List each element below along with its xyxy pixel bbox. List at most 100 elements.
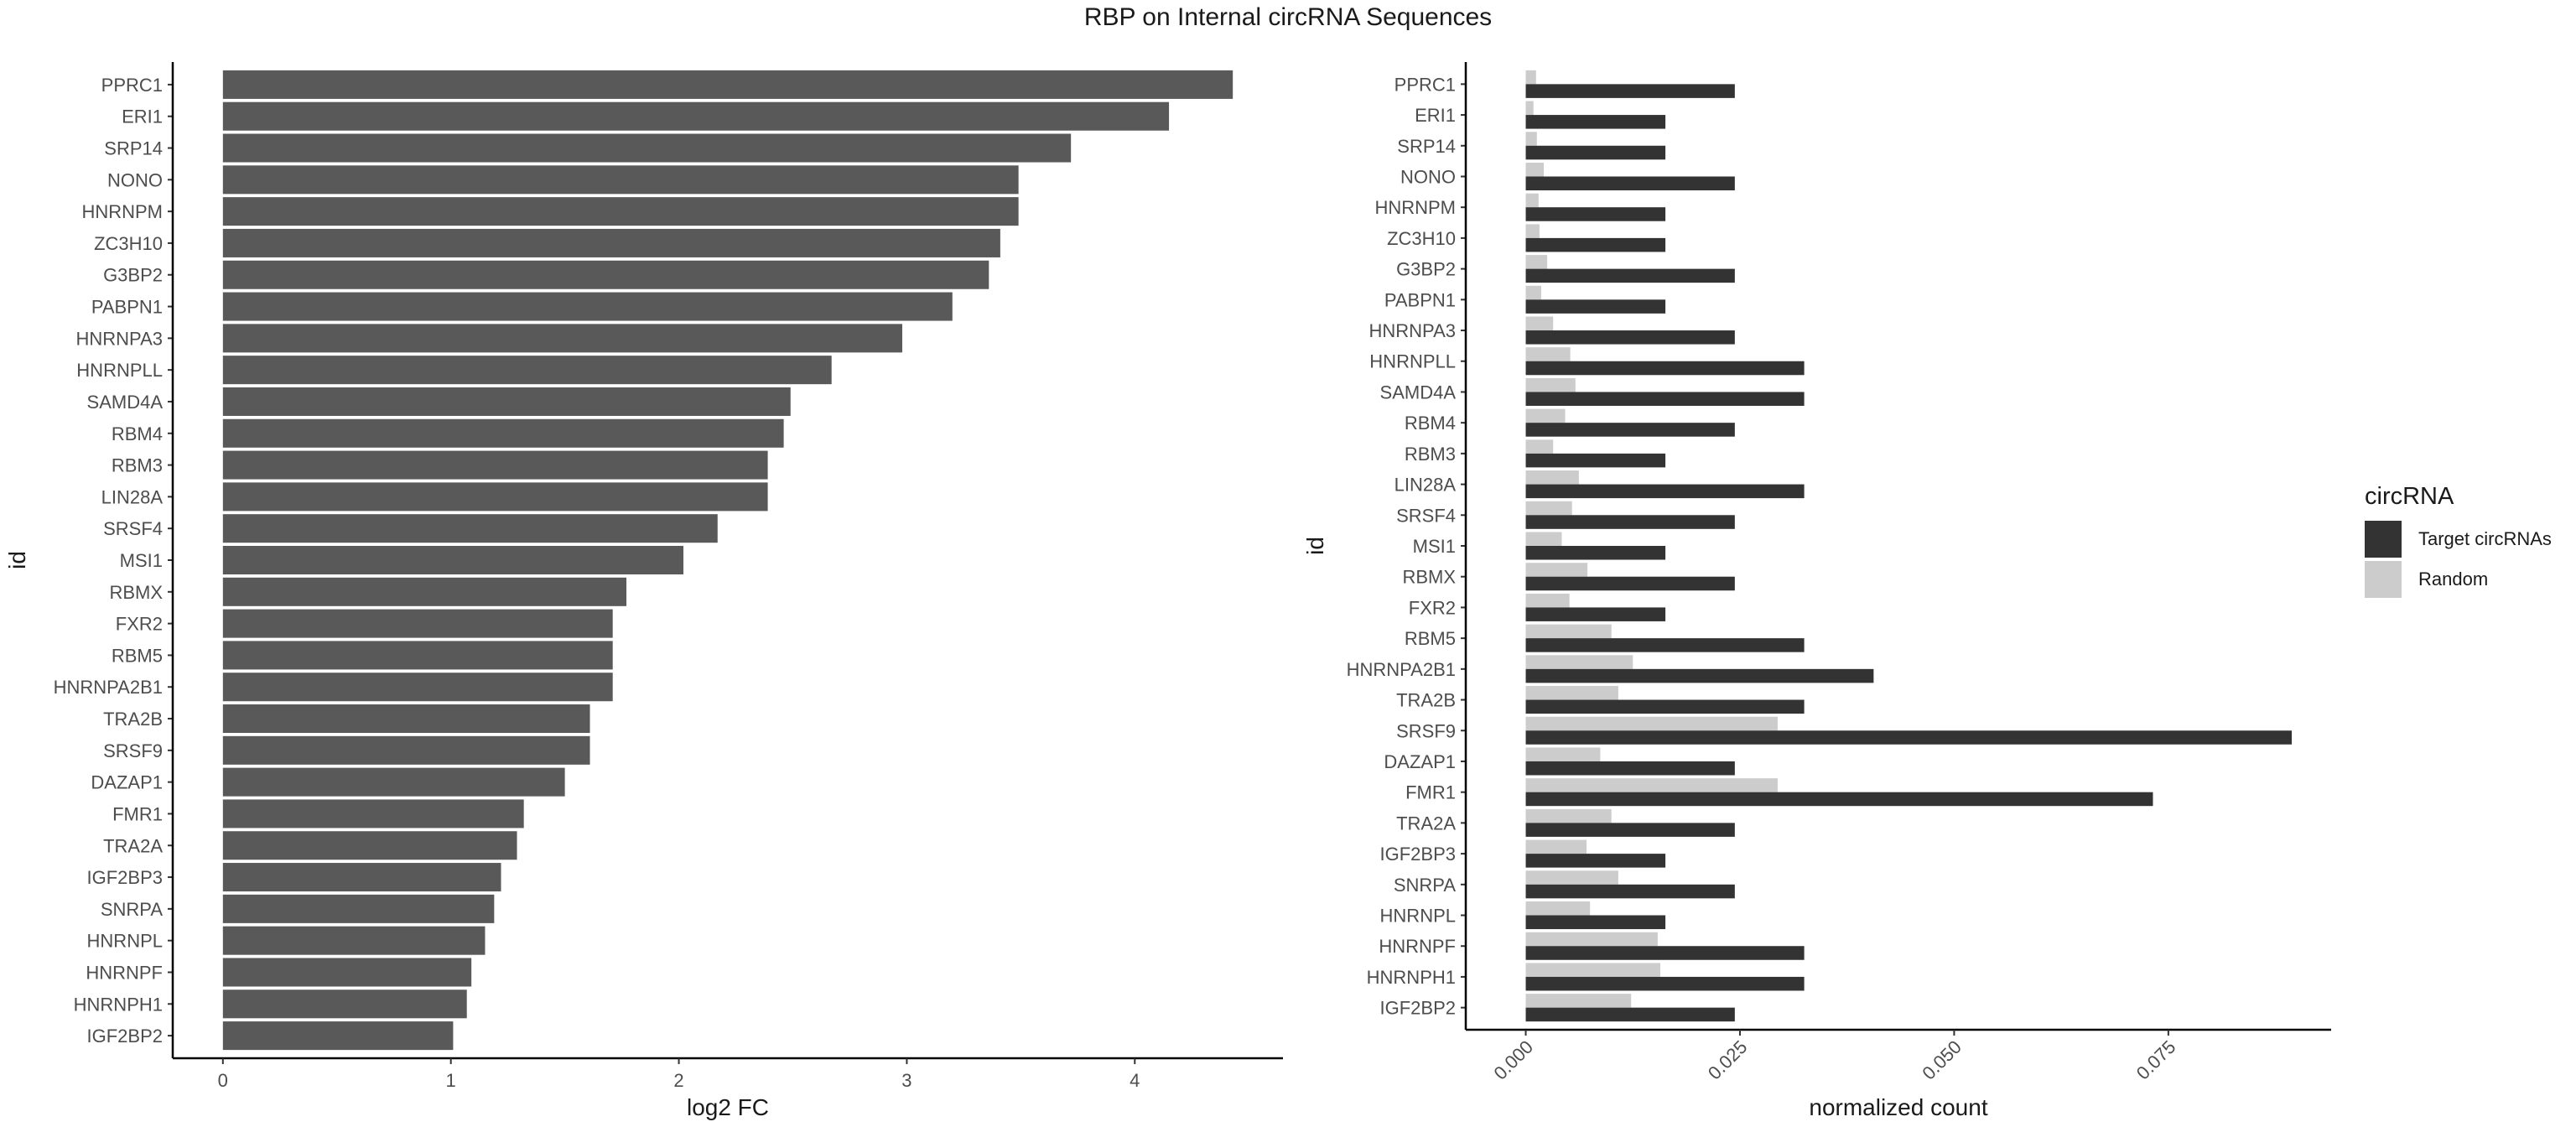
bar-random-rbm4 <box>1525 408 1566 423</box>
y-tick-label-samd4a: SAMD4A <box>1380 382 1457 402</box>
y-tick-label-hnrnpl: HNRNPL <box>87 931 163 952</box>
bar-random-msi1 <box>1525 532 1562 546</box>
legend-swatch-target <box>2365 521 2402 558</box>
x-tick-label-0-075: 0.075 <box>2132 1036 2180 1084</box>
y-tick-label-srsf9: SRSF9 <box>1396 720 1456 741</box>
y-tick-label-hnrnpf: HNRNPF <box>86 962 163 983</box>
bar-hnrnpl <box>222 926 486 955</box>
bar-hnrnph1 <box>222 989 467 1019</box>
bar-dazap1 <box>222 767 565 797</box>
y-tick-label-hnrnpa3: HNRNPA3 <box>1368 320 1456 341</box>
y-tick-label-rbmx: RBMX <box>109 582 163 603</box>
bar-target-circrnas-msi1 <box>1525 546 1666 560</box>
y-tick-label-rbm4: RBM4 <box>112 423 163 444</box>
legend-item-random: Random <box>2365 559 2552 600</box>
bar-random-rbm3 <box>1525 439 1554 454</box>
y-tick-label-tra2b: TRA2B <box>1396 690 1456 711</box>
y-tick-label-srsf4: SRSF4 <box>1396 505 1456 526</box>
bar-target-circrnas-hnrnpll <box>1525 361 1805 376</box>
y-tick-label-tra2a: TRA2A <box>103 835 163 856</box>
legend-item-target: Target circRNAs <box>2365 519 2552 559</box>
y-tick-label-hnrnpm: HNRNPM <box>81 201 163 222</box>
x-tick-label-0: 0 <box>218 1070 228 1091</box>
bar-samd4a <box>222 387 791 416</box>
y-tick-label-pabpn1: PABPN1 <box>1384 289 1456 310</box>
bar-random-hnrnpf <box>1525 932 1658 947</box>
bar-hnrnpll <box>222 356 832 385</box>
bar-target-circrnas-eri1 <box>1525 115 1666 129</box>
bar-hnrnpm <box>222 197 1019 226</box>
bar-target-circrnas-hnrnpa3 <box>1525 330 1735 345</box>
y-tick-label-eri1: ERI1 <box>1415 105 1456 126</box>
y-tick-label-snrpa: SNRPA <box>1394 875 1456 896</box>
bar-random-zc3h10 <box>1525 224 1540 238</box>
y-tick-label-srp14: SRP14 <box>1397 136 1456 157</box>
bar-target-circrnas-g3bp2 <box>1525 268 1735 283</box>
bar-random-srp14 <box>1525 132 1537 146</box>
y-tick-label-nono: NONO <box>107 169 163 190</box>
y-axis-title: id <box>1302 537 1328 555</box>
bar-random-hnrnpl <box>1525 901 1591 916</box>
y-tick-label-hnrnpm: HNRNPM <box>1374 197 1456 218</box>
bar-tra2a <box>222 831 517 860</box>
bar-random-pabpn1 <box>1525 285 1541 300</box>
y-tick-label-g3bp2: G3BP2 <box>103 265 163 286</box>
y-tick-label-pprc1: PPRC1 <box>1394 74 1456 95</box>
bar-pabpn1 <box>222 292 953 321</box>
y-tick-label-hnrnpa3: HNRNPA3 <box>75 328 163 349</box>
chart-title: RBP on Internal circRNA Sequences <box>1083 3 1493 31</box>
bar-igf2bp2 <box>222 1021 454 1051</box>
bar-random-rbmx <box>1525 563 1588 577</box>
bar-lin28a <box>222 482 768 512</box>
y-tick-label-fmr1: FMR1 <box>1405 782 1456 803</box>
legend-label-random: Random <box>2418 569 2489 589</box>
bar-target-circrnas-pprc1 <box>1525 84 1735 98</box>
bar-srp14 <box>222 133 1072 163</box>
bar-target-circrnas-srp14 <box>1525 145 1666 160</box>
x-tick-label-0-050: 0.050 <box>1918 1036 1966 1084</box>
y-tick-label-igf2bp3: IGF2BP3 <box>87 867 163 888</box>
bar-random-hnrnpm <box>1525 193 1539 208</box>
bar-target-circrnas-srsf9 <box>1525 730 2292 745</box>
y-tick-label-lin28a: LIN28A <box>1394 475 1457 496</box>
y-tick-label-fmr1: FMR1 <box>112 803 163 824</box>
y-tick-label-zc3h10: ZC3H10 <box>1387 228 1456 249</box>
x-tick-label-1: 1 <box>446 1070 456 1091</box>
bar-random-nono <box>1525 162 1544 177</box>
bar-zc3h10 <box>222 228 1000 257</box>
x-tick-label-3: 3 <box>901 1070 911 1091</box>
bar-g3bp2 <box>222 260 989 289</box>
y-tick-label-rbmx: RBMX <box>1402 567 1456 588</box>
bar-random-fxr2 <box>1525 593 1570 608</box>
bar-igf2bp3 <box>222 863 501 892</box>
y-tick-label-rbm4: RBM4 <box>1405 413 1456 434</box>
y-tick-label-snrpa: SNRPA <box>101 899 163 920</box>
x-axis-title: log2 FC <box>687 1094 769 1120</box>
bar-random-snrpa <box>1525 870 1618 885</box>
y-tick-label-rbm5: RBM5 <box>112 645 163 666</box>
bar-target-circrnas-hnrnpm <box>1525 207 1666 221</box>
bar-random-srsf4 <box>1525 501 1572 516</box>
bar-random-igf2bp3 <box>1525 839 1587 854</box>
bar-random-hnrnpa2b1 <box>1525 655 1633 669</box>
legend-swatch-random <box>2365 561 2402 598</box>
bar-srsf4 <box>222 514 718 543</box>
y-tick-label-g3bp2: G3BP2 <box>1396 259 1456 280</box>
legend: circRNA Target circRNAs Random <box>2365 483 2552 600</box>
bar-target-circrnas-fmr1 <box>1525 792 2153 807</box>
y-tick-label-igf2bp3: IGF2BP3 <box>1380 844 1456 865</box>
bar-random-fmr1 <box>1525 778 1778 792</box>
y-tick-label-dazap1: DAZAP1 <box>1384 751 1456 772</box>
legend-title: circRNA <box>2365 483 2454 510</box>
y-tick-label-hnrnpa2b1: HNRNPA2B1 <box>1347 659 1456 680</box>
bar-random-igf2bp2 <box>1525 994 1632 1008</box>
y-tick-label-rbm3: RBM3 <box>112 455 163 476</box>
bar-hnrnpa2b1 <box>222 673 613 702</box>
y-tick-label-dazap1: DAZAP1 <box>91 772 163 793</box>
bar-target-circrnas-pabpn1 <box>1525 299 1666 314</box>
bar-target-circrnas-hnrnpl <box>1525 915 1666 930</box>
bar-msi1 <box>222 545 683 575</box>
x-tick-label-4: 4 <box>1130 1070 1140 1091</box>
